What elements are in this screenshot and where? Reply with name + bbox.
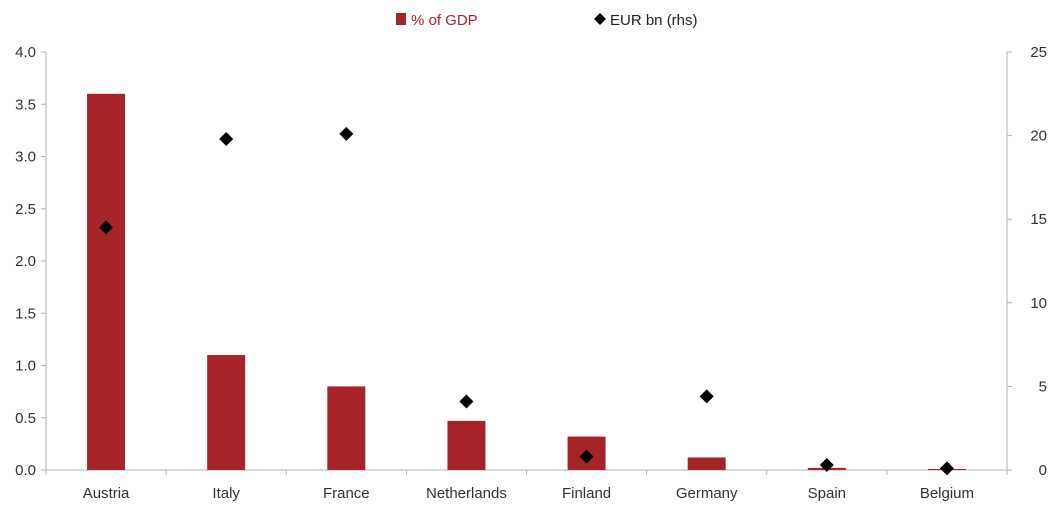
y-tick-label-left: 0.0: [15, 462, 36, 479]
diamond-austria: [99, 220, 114, 235]
diamond-netherlands: [459, 394, 474, 409]
y-tick-label-left: 2.0: [15, 253, 36, 270]
legend-swatch-eur: [594, 13, 606, 25]
x-tick-label: Netherlands: [426, 485, 507, 502]
y-tick-label-left: 1.5: [15, 305, 36, 322]
x-tick-label: Germany: [676, 485, 738, 502]
x-axis-labels: Austria Italy France Netherlands Finland Germ…: [83, 485, 974, 502]
bar-germany: [687, 457, 726, 470]
diamond-germany: [699, 389, 714, 404]
bar-series: [87, 93, 966, 471]
y-tick-label-left: 0.5: [15, 410, 36, 427]
diamond-spain: [819, 457, 834, 472]
y-tick-label-right: 0: [1039, 462, 1047, 479]
x-tick-label: Finland: [562, 485, 611, 502]
legend: % of GDP EUR bn (rhs): [396, 12, 698, 29]
y-tick-label-right: 5: [1039, 378, 1047, 395]
legend-swatch-gdp: [396, 13, 406, 25]
y-tick-label-right: 25: [1030, 44, 1047, 61]
legend-label-gdp: % of GDP: [411, 12, 478, 29]
y-tick-label-right: 15: [1030, 211, 1047, 228]
axes: [41, 51, 1012, 475]
bar-netherlands: [447, 420, 486, 470]
x-tick-label: Italy: [212, 485, 240, 502]
y-axis-left-labels: 0.0 0.5 1.0 1.5 2.0 2.5 3.0 3.5 4.0: [15, 44, 36, 479]
x-tick-label: Belgium: [920, 485, 974, 502]
diamond-france: [339, 126, 354, 141]
bar-italy: [207, 355, 246, 470]
bar-france: [327, 386, 366, 470]
diamond-series: [99, 126, 954, 476]
x-tick-label: Spain: [808, 485, 846, 502]
x-tick-label: Austria: [83, 485, 130, 502]
y-tick-label-left: 4.0: [15, 44, 36, 61]
diamond-belgium: [939, 461, 954, 476]
bar-austria: [87, 93, 126, 471]
y-tick-label-left: 3.5: [15, 96, 36, 113]
y-tick-label-right: 20: [1030, 128, 1047, 145]
diamond-finland: [579, 449, 594, 464]
y-tick-label-left: 2.5: [15, 201, 36, 218]
y-axis-right-labels: 0 5 10 15 20 25: [1030, 44, 1047, 479]
x-tick-label: France: [323, 485, 370, 502]
y-tick-label-left: 3.0: [15, 149, 36, 166]
diamond-italy: [219, 131, 234, 146]
y-tick-label-left: 1.0: [15, 358, 36, 375]
y-tick-label-right: 10: [1030, 295, 1047, 312]
legend-label-eur: EUR bn (rhs): [610, 12, 698, 29]
